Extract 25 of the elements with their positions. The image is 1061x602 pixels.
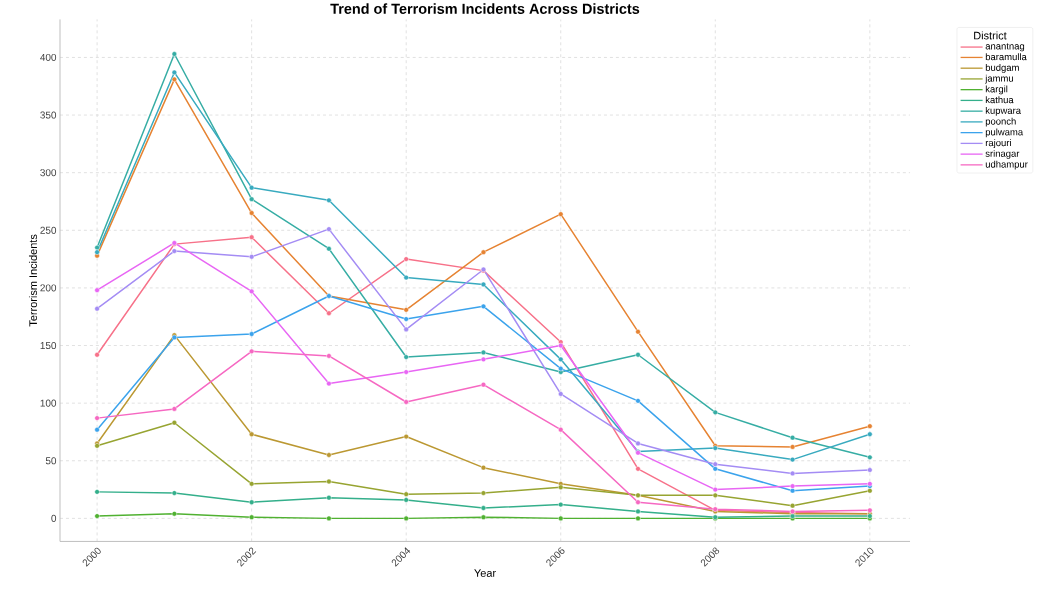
y-tick-label: 400 xyxy=(40,53,57,61)
y-tick-label: 250 xyxy=(40,226,57,234)
y-tick-label: 50 xyxy=(45,457,57,465)
legend-label: udhampur xyxy=(985,160,1028,170)
legend-label: kathua xyxy=(985,96,1014,103)
legend-title: District xyxy=(974,31,1007,40)
legend-label: budgam xyxy=(985,63,1019,73)
legend-label: baramulla xyxy=(985,53,1027,61)
y-tick-label: 0 xyxy=(51,514,57,522)
y-tick-label: 200 xyxy=(40,284,57,292)
legend-label: anantnag xyxy=(985,43,1025,52)
x-axis-title: Year xyxy=(474,569,496,577)
y-tick-label: 300 xyxy=(40,168,57,176)
y-tick-label: 350 xyxy=(40,111,57,119)
legend-label: jammu xyxy=(985,74,1014,84)
legend-label: pulwama xyxy=(985,128,1024,138)
legend-label: poonch xyxy=(985,117,1016,127)
legend-label: srinagar xyxy=(985,149,1020,159)
y-tick-label: 150 xyxy=(40,341,57,349)
y-tick-label: 100 xyxy=(40,399,57,407)
legend-label: kupwara xyxy=(985,106,1022,116)
legend-label: kargil xyxy=(985,85,1008,95)
legend-label: rajouri xyxy=(985,139,1011,148)
chart-title: Trend of Terrorism Incidents Across Districts xyxy=(330,3,640,14)
y-axis-title: Terrorism Incidents xyxy=(28,234,38,327)
